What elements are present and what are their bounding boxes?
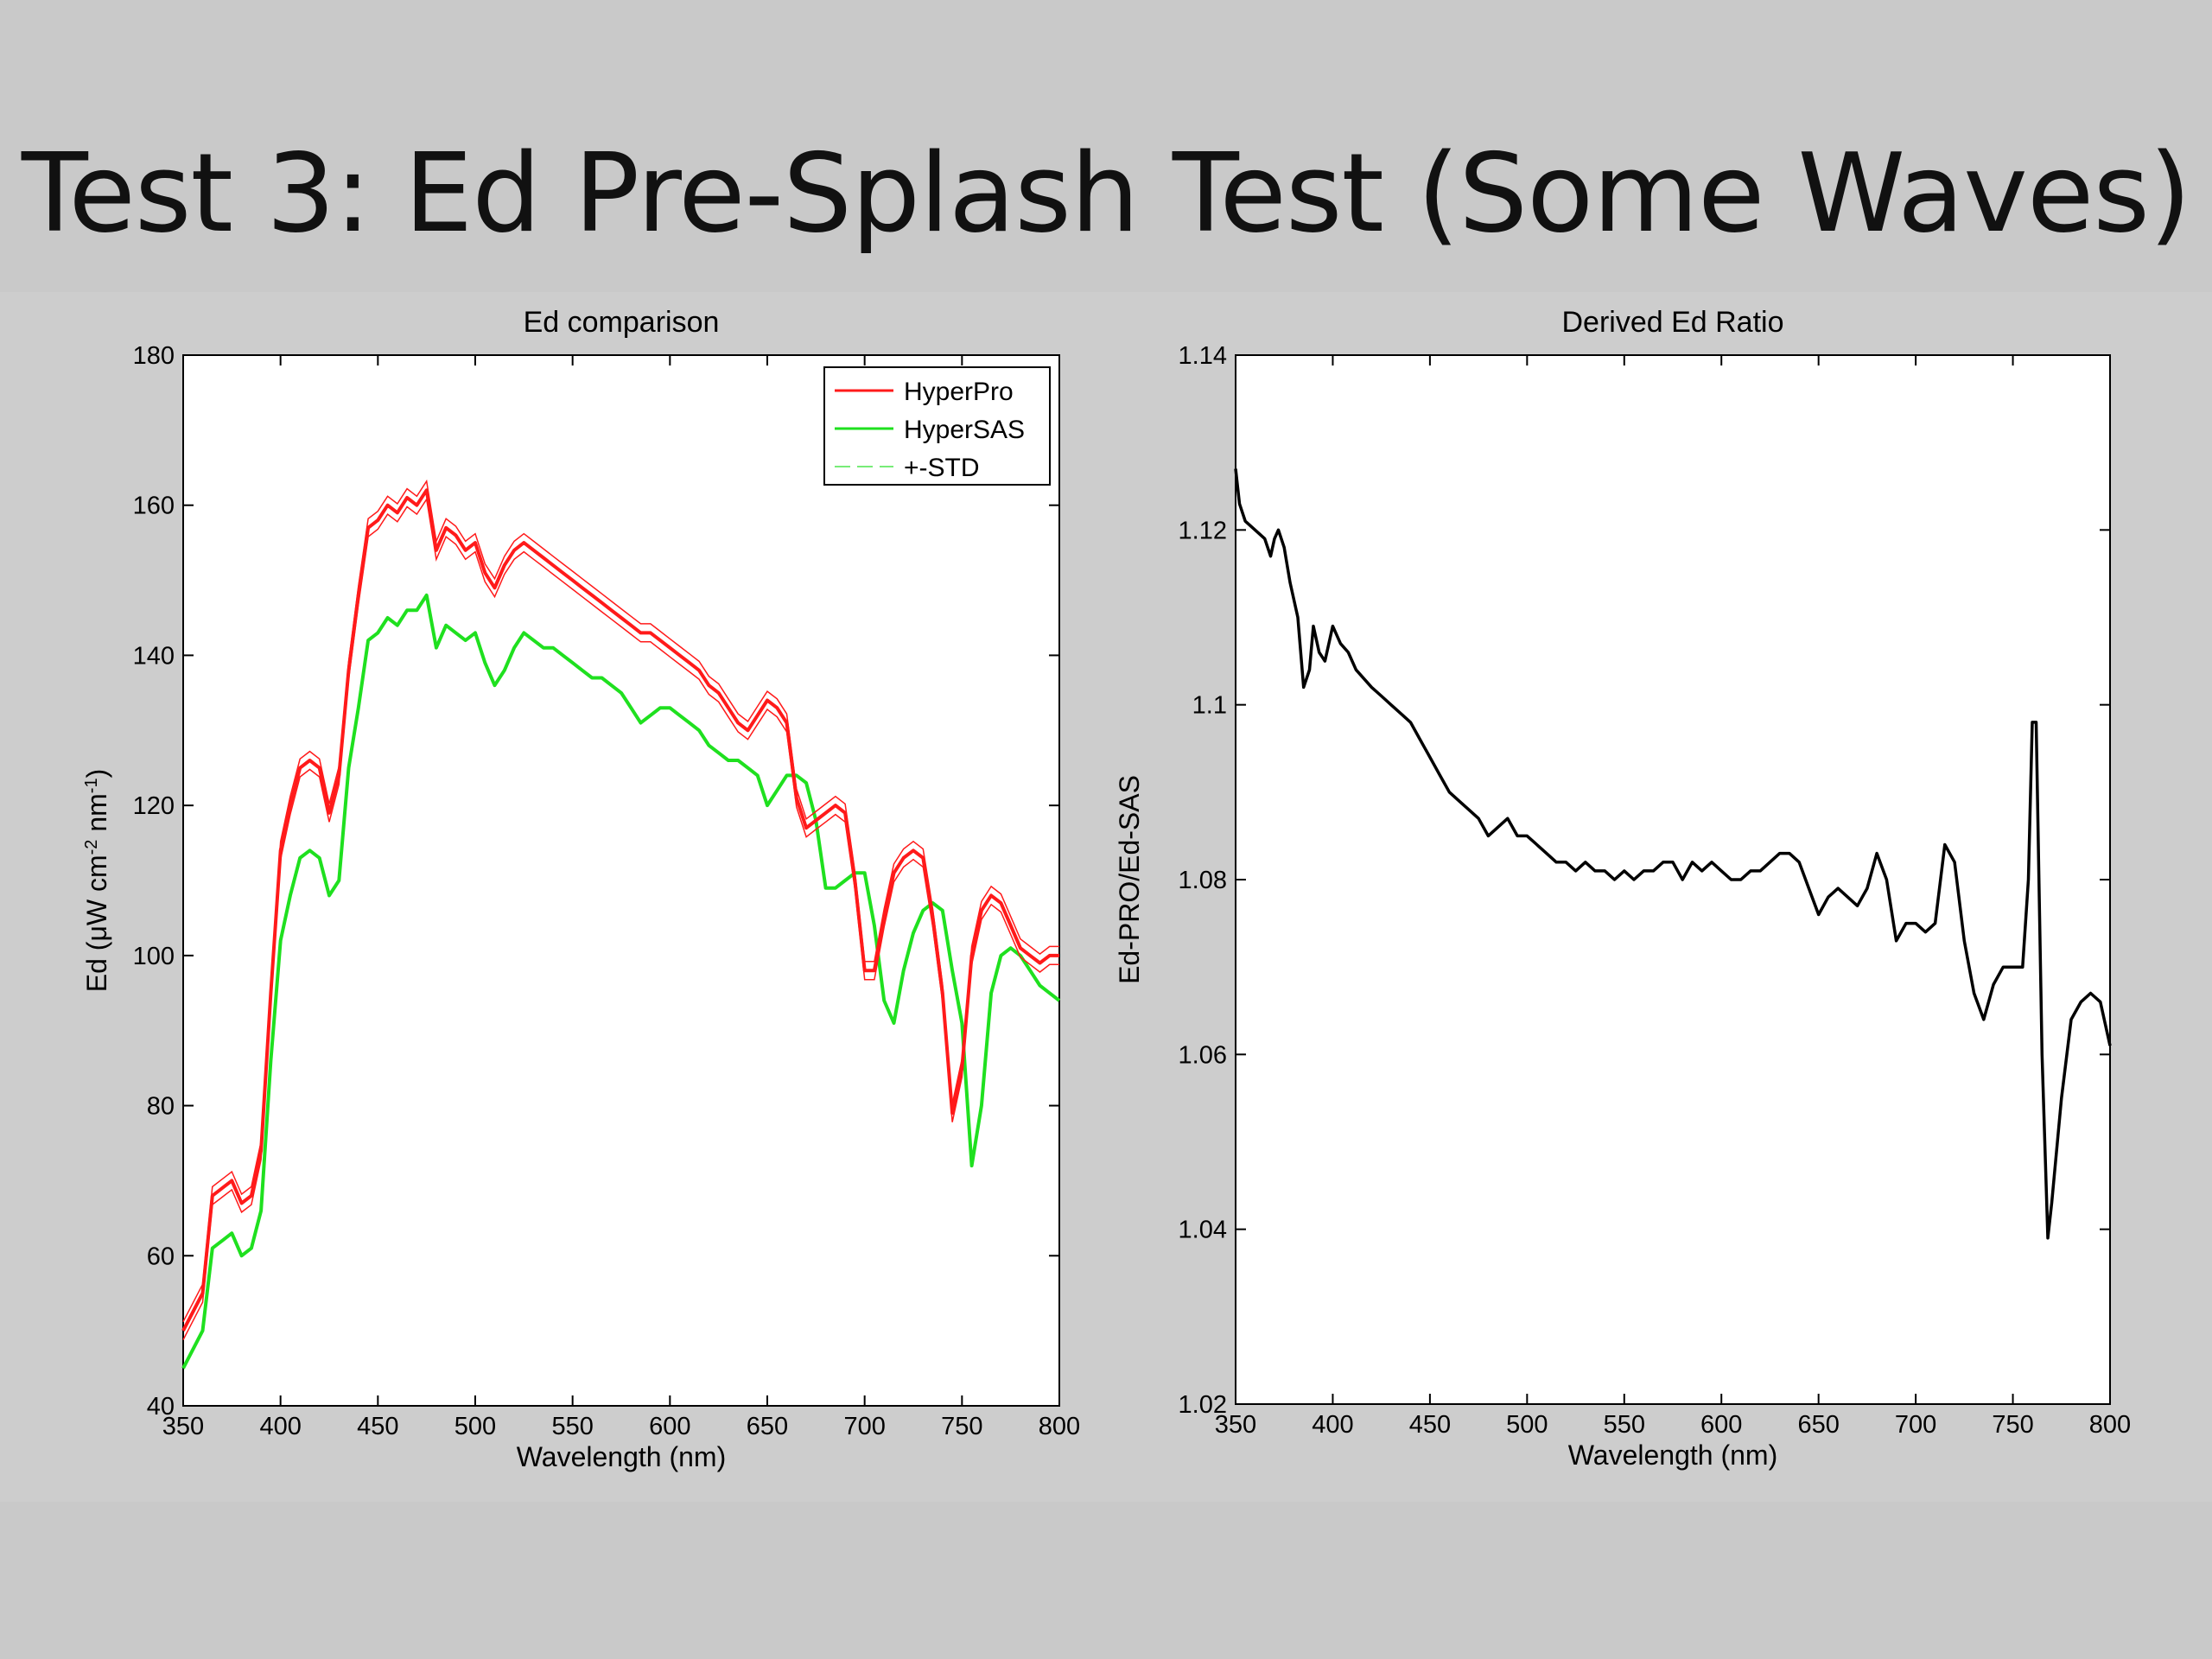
y-tick-label: 80: [147, 1093, 175, 1121]
legend-label-0: HyperPro: [904, 378, 1014, 406]
x-tick-label: 500: [454, 1413, 496, 1440]
y-tick-label: 120: [133, 792, 175, 820]
x-tick-label: 550: [551, 1413, 593, 1440]
y-label-base: Ed (: [81, 941, 112, 992]
y-tick-label: 1.14: [1179, 342, 1227, 370]
y-label-close: ): [81, 769, 112, 779]
x-tick-label: 600: [1700, 1411, 1742, 1439]
y-label-sup-2: -1: [82, 778, 101, 793]
x-tick-label: 400: [1312, 1411, 1353, 1439]
y-label-sup-1: -2: [82, 840, 101, 855]
x-tick-label: 450: [357, 1413, 398, 1440]
plot-area: [1235, 354, 2111, 1405]
x-tick-label: 800: [1039, 1413, 1080, 1440]
x-tick-label: 600: [649, 1413, 690, 1440]
ed-comparison-chart: 350 400 450 500 550 600 650 700 750 800 40 60 80 100 1…: [81, 306, 1080, 1472]
y-axis-label: Ed (μW cm-2 nm-1): [81, 769, 112, 992]
x-tick-label: 500: [1506, 1411, 1548, 1439]
y-tick-label: 140: [133, 642, 175, 670]
x-tick-label: 350: [162, 1413, 204, 1440]
x-tick-label: 700: [1895, 1411, 1936, 1439]
y-axis-label: Ed-PRO/Ed-SAS: [1114, 775, 1145, 984]
y-tick-label: 1.06: [1179, 1041, 1227, 1069]
chart-title: Ed comparison: [524, 306, 720, 339]
x-tick-label: 750: [941, 1413, 982, 1440]
x-tick-label: 650: [747, 1413, 788, 1440]
x-tick-label: 450: [1409, 1411, 1451, 1439]
hyperpro-line: [181, 488, 1059, 1332]
legend-box: [823, 366, 1051, 486]
x-tick-label: 800: [2089, 1411, 2131, 1439]
y-tick-label: 1.12: [1179, 517, 1227, 544]
y-tick-label: 180: [133, 342, 175, 370]
plot-area: [182, 354, 1060, 1407]
x-axis-label: Wavelength (nm): [517, 1441, 726, 1472]
x-tick-label: 650: [1797, 1411, 1839, 1439]
x-axis-label: Wavelength (nm): [1568, 1440, 1777, 1471]
legend-label-2: +-STD: [904, 454, 980, 482]
chart-title: Derived Ed Ratio: [1561, 306, 1783, 339]
x-tick-label: 550: [1604, 1411, 1645, 1439]
x-tick-label: 350: [1215, 1411, 1256, 1439]
y-tick-label: 60: [147, 1243, 175, 1270]
legend-label-1: HyperSAS: [904, 416, 1025, 444]
y-tick-label: 1.1: [1192, 692, 1227, 720]
y-tick-label: 1.02: [1179, 1391, 1227, 1419]
y-tick-label: 40: [147, 1393, 175, 1421]
y-tick-label: 1.08: [1179, 867, 1227, 894]
y-label-mu: μ: [81, 925, 112, 941]
y-tick-label: 100: [133, 943, 175, 970]
y-tick-label: 160: [133, 493, 175, 520]
ratio-line: [1234, 468, 2112, 1240]
x-tick-label: 700: [843, 1413, 885, 1440]
derived-ratio-chart: 350 400 450 500 550 600 650 700 750 800 1.02 1.04 1.…: [1114, 306, 2131, 1471]
x-tick-label: 750: [1992, 1411, 2033, 1439]
hyperpro-lower-std-line: [182, 497, 1059, 1340]
hyperpro-upper-std-line: [182, 479, 1059, 1323]
x-tick-label: 400: [259, 1413, 301, 1440]
y-tick-label: 1.04: [1179, 1217, 1227, 1244]
hypersas-line: [181, 593, 1061, 1370]
legend: HyperPro HyperSAS +-STD: [823, 366, 1051, 486]
y-label-unit-w: W cm: [81, 855, 112, 925]
slide-title: Test 3: Ed Pre-Splash Test (Some Waves): [21, 130, 2191, 257]
y-label-unit-nm: nm: [81, 793, 112, 839]
